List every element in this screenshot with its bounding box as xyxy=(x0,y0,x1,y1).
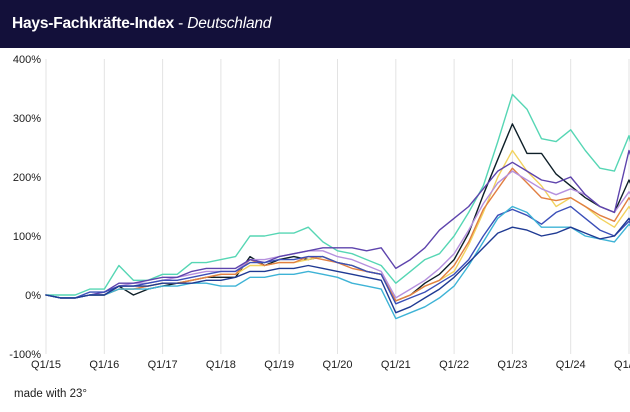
series-line xyxy=(45,217,630,314)
x-tick-label: Q1/15 xyxy=(31,359,61,371)
chart-title-separator: - xyxy=(174,15,188,32)
y-tick-label: 100% xyxy=(13,231,41,243)
line-chart: -100% 0% 100% 200% 300% 400% Q1/15 Q1/16 Q1/17 Q1… xyxy=(9,54,630,371)
made-with-credit: made with 23° xyxy=(14,388,87,400)
x-tick-label: Q1/22 xyxy=(439,359,469,371)
x-tick-label: Q1/16 xyxy=(89,359,119,371)
y-tick-label: 300% xyxy=(13,113,41,125)
x-tick-label: Q1/17 xyxy=(148,359,178,371)
y-tick-label: 400% xyxy=(13,54,41,66)
series-line xyxy=(45,93,630,296)
x-tick-label: Q1/21 xyxy=(381,359,411,371)
chart-title-main: Hays-Fachkräfte-Index xyxy=(12,15,175,32)
x-tick-label: Q1/23 xyxy=(497,359,527,371)
x-tick-label: Q1/24 xyxy=(556,359,586,371)
chart-title: Hays-Fachkräfte-Index - Deutschland xyxy=(12,15,271,33)
y-tick-label: 0% xyxy=(25,290,41,302)
series-line xyxy=(45,149,630,299)
x-tick-label: Q1/25 xyxy=(614,359,630,371)
x-tick-label: Q1/20 xyxy=(323,359,353,371)
x-tick-label: Q1/18 xyxy=(206,359,236,371)
chart-header: Hays-Fachkräfte-Index - Deutschland xyxy=(0,0,630,48)
series-line xyxy=(45,205,630,320)
chart-subtitle: Deutschland xyxy=(187,15,272,32)
series-line xyxy=(45,205,630,305)
x-tick-label: Q1/19 xyxy=(264,359,294,371)
y-tick-label: 200% xyxy=(13,172,41,184)
y-tick-label: -100% xyxy=(9,349,41,361)
